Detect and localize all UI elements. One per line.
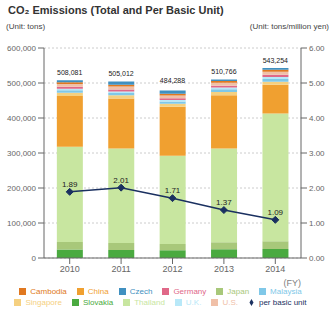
html-text:Japan: Japan <box>227 287 250 296</box>
html-text:Singapore: Singapore <box>25 298 62 307</box>
svg-text:600,000: 600,000 <box>8 44 37 53</box>
svg-text:500,000: 500,000 <box>8 79 37 88</box>
svg-text:2014: 2014 <box>265 264 285 274</box>
html-text:(Unit: tons/million yen): (Unit: tons/million yen) <box>249 22 329 31</box>
svg-text:2.01: 2.01 <box>113 176 129 185</box>
svg-text:4.00: 4.00 <box>309 114 325 123</box>
svg-text:1.89: 1.89 <box>62 180 78 189</box>
svg-text:6.00: 6.00 <box>309 44 325 53</box>
svg-text:0.00: 0.00 <box>309 254 325 263</box>
svg-text:400,000: 400,000 <box>8 114 37 123</box>
svg-text:2012: 2012 <box>162 264 182 274</box>
svg-text:2013: 2013 <box>214 264 234 274</box>
svg-text:5.00: 5.00 <box>309 79 325 88</box>
html-text:Thailand: Thailand <box>134 298 165 307</box>
html-text:U.K.: U.K. <box>185 298 202 307</box>
html-text:Germany: Germany <box>173 287 207 296</box>
svg-text:1.00: 1.00 <box>309 219 325 228</box>
svg-text:100,000: 100,000 <box>8 219 37 228</box>
svg-text:505,012: 505,012 <box>108 70 133 77</box>
svg-text:300,000: 300,000 <box>8 149 37 158</box>
html-text:(Unit: tons): (Unit: tons) <box>6 22 46 31</box>
svg-text:1.71: 1.71 <box>165 186 181 195</box>
svg-text:510,766: 510,766 <box>211 68 236 75</box>
svg-text:543,254: 543,254 <box>263 57 288 64</box>
svg-text:0: 0 <box>32 254 37 263</box>
svg-text:1.37: 1.37 <box>216 198 232 207</box>
svg-text:2011: 2011 <box>111 264 130 274</box>
html-text:China: China <box>87 287 109 296</box>
svg-text:3.00: 3.00 <box>309 149 325 158</box>
html-text:U.S.: U.S. <box>222 298 238 307</box>
svg-text:1.09: 1.09 <box>268 208 284 217</box>
svg-text:484,288: 484,288 <box>160 77 185 84</box>
html-text:Slovakia: Slovakia <box>82 298 114 307</box>
svg-text:200,000: 200,000 <box>8 184 37 193</box>
html-text:Czech: Czech <box>129 287 153 296</box>
html-text:per basic unit: per basic unit <box>259 298 307 307</box>
html-text:Malaysia: Malaysia <box>270 287 302 296</box>
svg-text:2010: 2010 <box>60 264 80 274</box>
html-text:CO₂ Emissions (Total and Per B: CO₂ Emissions (Total and Per Basic Unit) <box>8 4 224 16</box>
svg-text:508,081: 508,081 <box>57 69 82 76</box>
svg-text:(FY): (FY) <box>284 278 302 288</box>
html-text:Cambodia: Cambodia <box>30 287 67 296</box>
svg-text:2.00: 2.00 <box>309 184 325 193</box>
